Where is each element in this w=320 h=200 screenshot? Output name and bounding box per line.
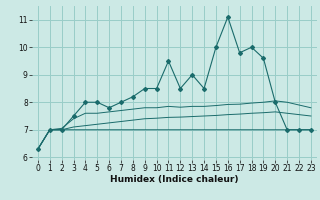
X-axis label: Humidex (Indice chaleur): Humidex (Indice chaleur) [110, 175, 239, 184]
